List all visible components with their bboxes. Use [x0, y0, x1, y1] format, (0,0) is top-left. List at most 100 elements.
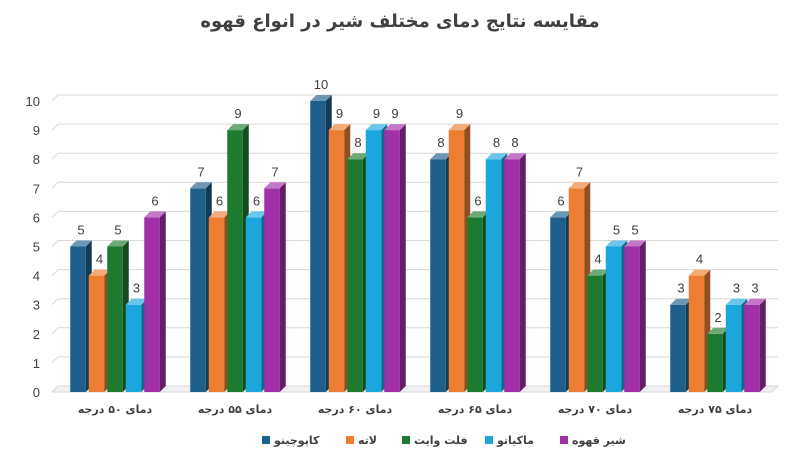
bar: [384, 124, 406, 392]
bar-front: [467, 217, 483, 392]
gridline: [51, 210, 778, 218]
data-label: 3: [677, 281, 684, 296]
bar-top: [365, 124, 388, 131]
x-category-label: دمای ۶۵ درجه: [438, 403, 513, 416]
bar-front: [125, 304, 142, 392]
bar-front: [328, 130, 345, 392]
legend-swatch: [262, 436, 270, 444]
gridline: [51, 327, 778, 335]
bar-top: [485, 153, 508, 160]
bar: [605, 240, 628, 392]
data-label: 3: [733, 281, 740, 296]
y-tick-label: 2: [33, 327, 40, 342]
legend-swatch: [402, 436, 410, 444]
data-label: 3: [133, 281, 140, 296]
y-tick-label: 10: [26, 94, 40, 109]
bar: [365, 124, 388, 392]
bar: [310, 95, 332, 392]
bar-front: [245, 217, 262, 392]
bar-top: [550, 211, 572, 218]
bar-front: [568, 188, 585, 392]
bar: [144, 211, 166, 392]
bar-front: [70, 246, 86, 392]
bar-front: [485, 159, 502, 392]
data-label: 8: [493, 135, 500, 150]
x-category-label: دمای ۷۰ درجه: [558, 403, 633, 416]
bar-top: [227, 124, 249, 131]
data-label: 7: [197, 164, 204, 179]
bar: [485, 153, 508, 392]
y-tick-label: 7: [33, 181, 40, 196]
gridline: [51, 385, 778, 393]
bar-front: [347, 159, 363, 392]
bar: [587, 269, 609, 392]
y-tick-label: 4: [33, 269, 40, 284]
bar-front: [365, 130, 382, 392]
bar-top: [347, 153, 369, 160]
gridline: [51, 181, 778, 189]
bar: [88, 269, 111, 392]
bar-top: [725, 298, 748, 305]
bar-top: [70, 240, 92, 247]
bar-top: [245, 211, 268, 218]
bar: [448, 124, 471, 392]
bar-front: [448, 130, 465, 392]
y-tick-label: 3: [33, 298, 40, 313]
bar-side: [279, 182, 286, 392]
data-label: 6: [216, 193, 223, 208]
bar-side: [519, 153, 526, 392]
bar-top: [328, 124, 351, 131]
bar-top: [707, 327, 729, 334]
bar-top: [587, 269, 609, 276]
y-tick-label: 6: [33, 210, 40, 225]
legend-item: ماکیاتو: [485, 434, 534, 447]
gridline: [51, 356, 778, 364]
bar: [430, 153, 452, 392]
y-tick-label: 9: [33, 123, 40, 138]
bar-front: [670, 304, 686, 392]
bar-top: [624, 240, 646, 247]
bar: [70, 240, 92, 392]
data-label: 5: [114, 223, 121, 238]
legend-swatch: [485, 436, 493, 444]
bar-side: [159, 211, 166, 392]
y-tick-label: 5: [33, 240, 40, 255]
bar-top: [605, 240, 628, 247]
bar: [208, 211, 231, 392]
bar: [744, 298, 766, 392]
bar: [264, 182, 286, 392]
legend-item: فلت وایت: [402, 434, 468, 447]
bar: [227, 124, 249, 392]
legend-item: لاته: [346, 434, 377, 447]
bar-front: [550, 217, 566, 392]
data-label: 3: [751, 281, 758, 296]
data-label: 6: [151, 193, 158, 208]
gridline: [51, 298, 778, 306]
data-label: 4: [696, 252, 703, 267]
gridline: [51, 269, 778, 276]
x-category-label: دمای ۵۵ درجه: [198, 403, 273, 416]
data-label: 6: [557, 193, 564, 208]
bar-front: [107, 246, 123, 392]
data-label: 5: [77, 223, 84, 238]
bars-layer: [70, 95, 766, 392]
gridline: [51, 123, 778, 131]
bar-top: [467, 211, 489, 218]
bar-top: [208, 211, 231, 218]
bar-front: [688, 275, 705, 392]
bar: [568, 182, 591, 392]
legend-label: لاته: [358, 434, 377, 447]
bar-front: [605, 246, 622, 392]
gridline: [51, 152, 778, 160]
bar-top: [264, 182, 286, 189]
bar-top: [125, 298, 148, 305]
bar-side: [399, 124, 406, 392]
data-label: 8: [511, 135, 518, 150]
bar-top: [430, 153, 452, 160]
bar-top: [384, 124, 406, 131]
data-label: 9: [336, 106, 343, 121]
bar: [107, 240, 129, 392]
bar-top: [744, 298, 766, 305]
chart-title: مقایسه نتایج دمای مختلف شیر در انواع قهو…: [200, 11, 599, 32]
